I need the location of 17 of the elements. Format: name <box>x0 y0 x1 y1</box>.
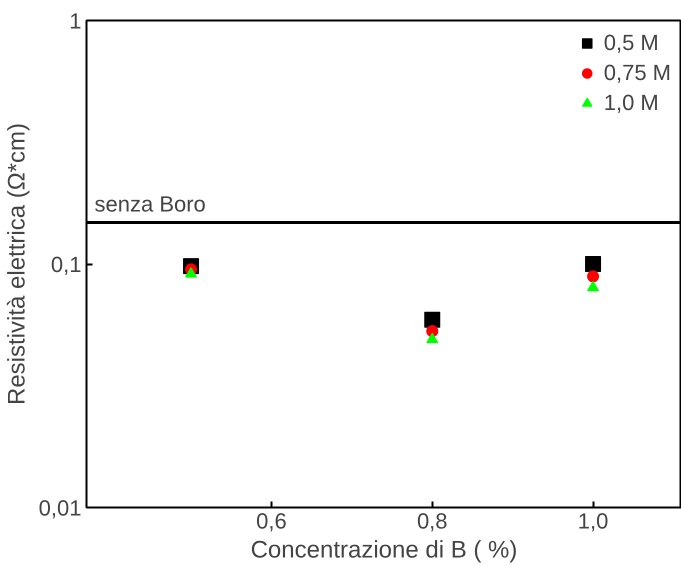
x-tick-label: 0,6 <box>256 508 287 534</box>
y-tick-label: 0,1 <box>50 252 82 277</box>
x-tick-label: 1,0 <box>578 508 608 534</box>
point <box>587 280 600 292</box>
point <box>585 256 602 272</box>
legend-label: 1,0 M <box>604 90 659 116</box>
point <box>587 270 600 282</box>
point <box>426 332 438 344</box>
legend-label: 0,5 M <box>604 30 659 56</box>
y-tick-label: 1 <box>69 8 82 34</box>
x-tick-label: 0,8 <box>416 508 448 534</box>
legend-label: 0,75 M <box>604 60 671 86</box>
ref-line-label: senza Boro <box>94 192 206 217</box>
y-axis-title: Resistività elettrica (Ω*cm) <box>4 122 31 405</box>
point <box>424 312 440 328</box>
y-tick-label: 0,01 <box>38 496 82 520</box>
x-axis-title: Concentrazione di B ( %) <box>250 536 518 564</box>
